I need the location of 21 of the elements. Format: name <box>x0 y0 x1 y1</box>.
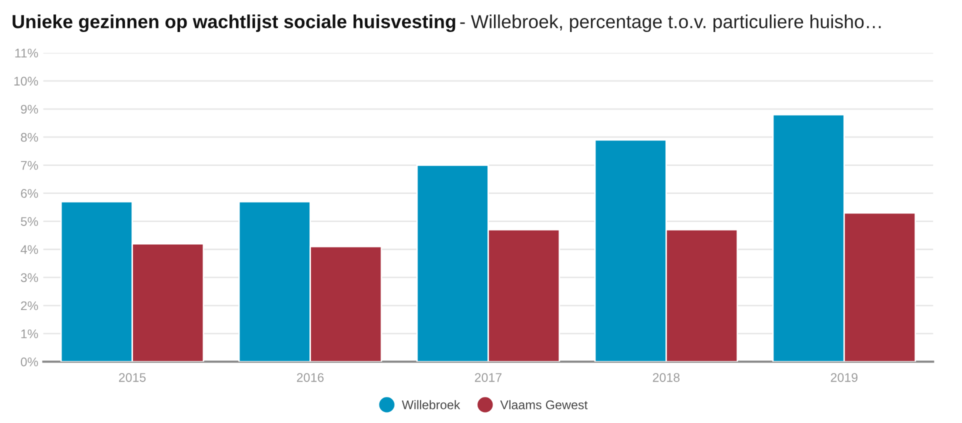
x-tick-label: 2018 <box>652 373 680 382</box>
y-tick-label: 6% <box>20 189 38 198</box>
legend-label: Vlaams Gewest <box>500 400 588 410</box>
y-tick-label: 11% <box>15 48 38 58</box>
x-tick-label: 2019 <box>830 373 858 382</box>
y-tick-label: 10% <box>14 76 38 86</box>
y-tick-label: 1% <box>21 329 38 338</box>
legend-label: Willebroek <box>402 400 460 410</box>
y-tick-label: 3% <box>20 273 38 282</box>
x-tick-label: 2017 <box>474 373 502 382</box>
y-tick-label: 9% <box>20 104 38 114</box>
y-tick-label: 7% <box>21 161 38 170</box>
y-tick-label: 8% <box>20 132 38 142</box>
x-tick-label: 2015 <box>119 373 146 382</box>
y-tick-label: 2% <box>20 301 38 310</box>
chart-subtitle: - Willebroek, percentage t.o.v. particuliere huisho… <box>460 14 881 32</box>
y-tick-label: 4% <box>20 245 38 254</box>
chart-title: Unieke gezinnen op wachtlijst sociale huisvesting <box>12 14 456 32</box>
x-tick-label: 2016 <box>296 373 324 382</box>
y-tick-label: 5% <box>20 217 38 226</box>
y-tick-label: 0% <box>20 357 38 366</box>
